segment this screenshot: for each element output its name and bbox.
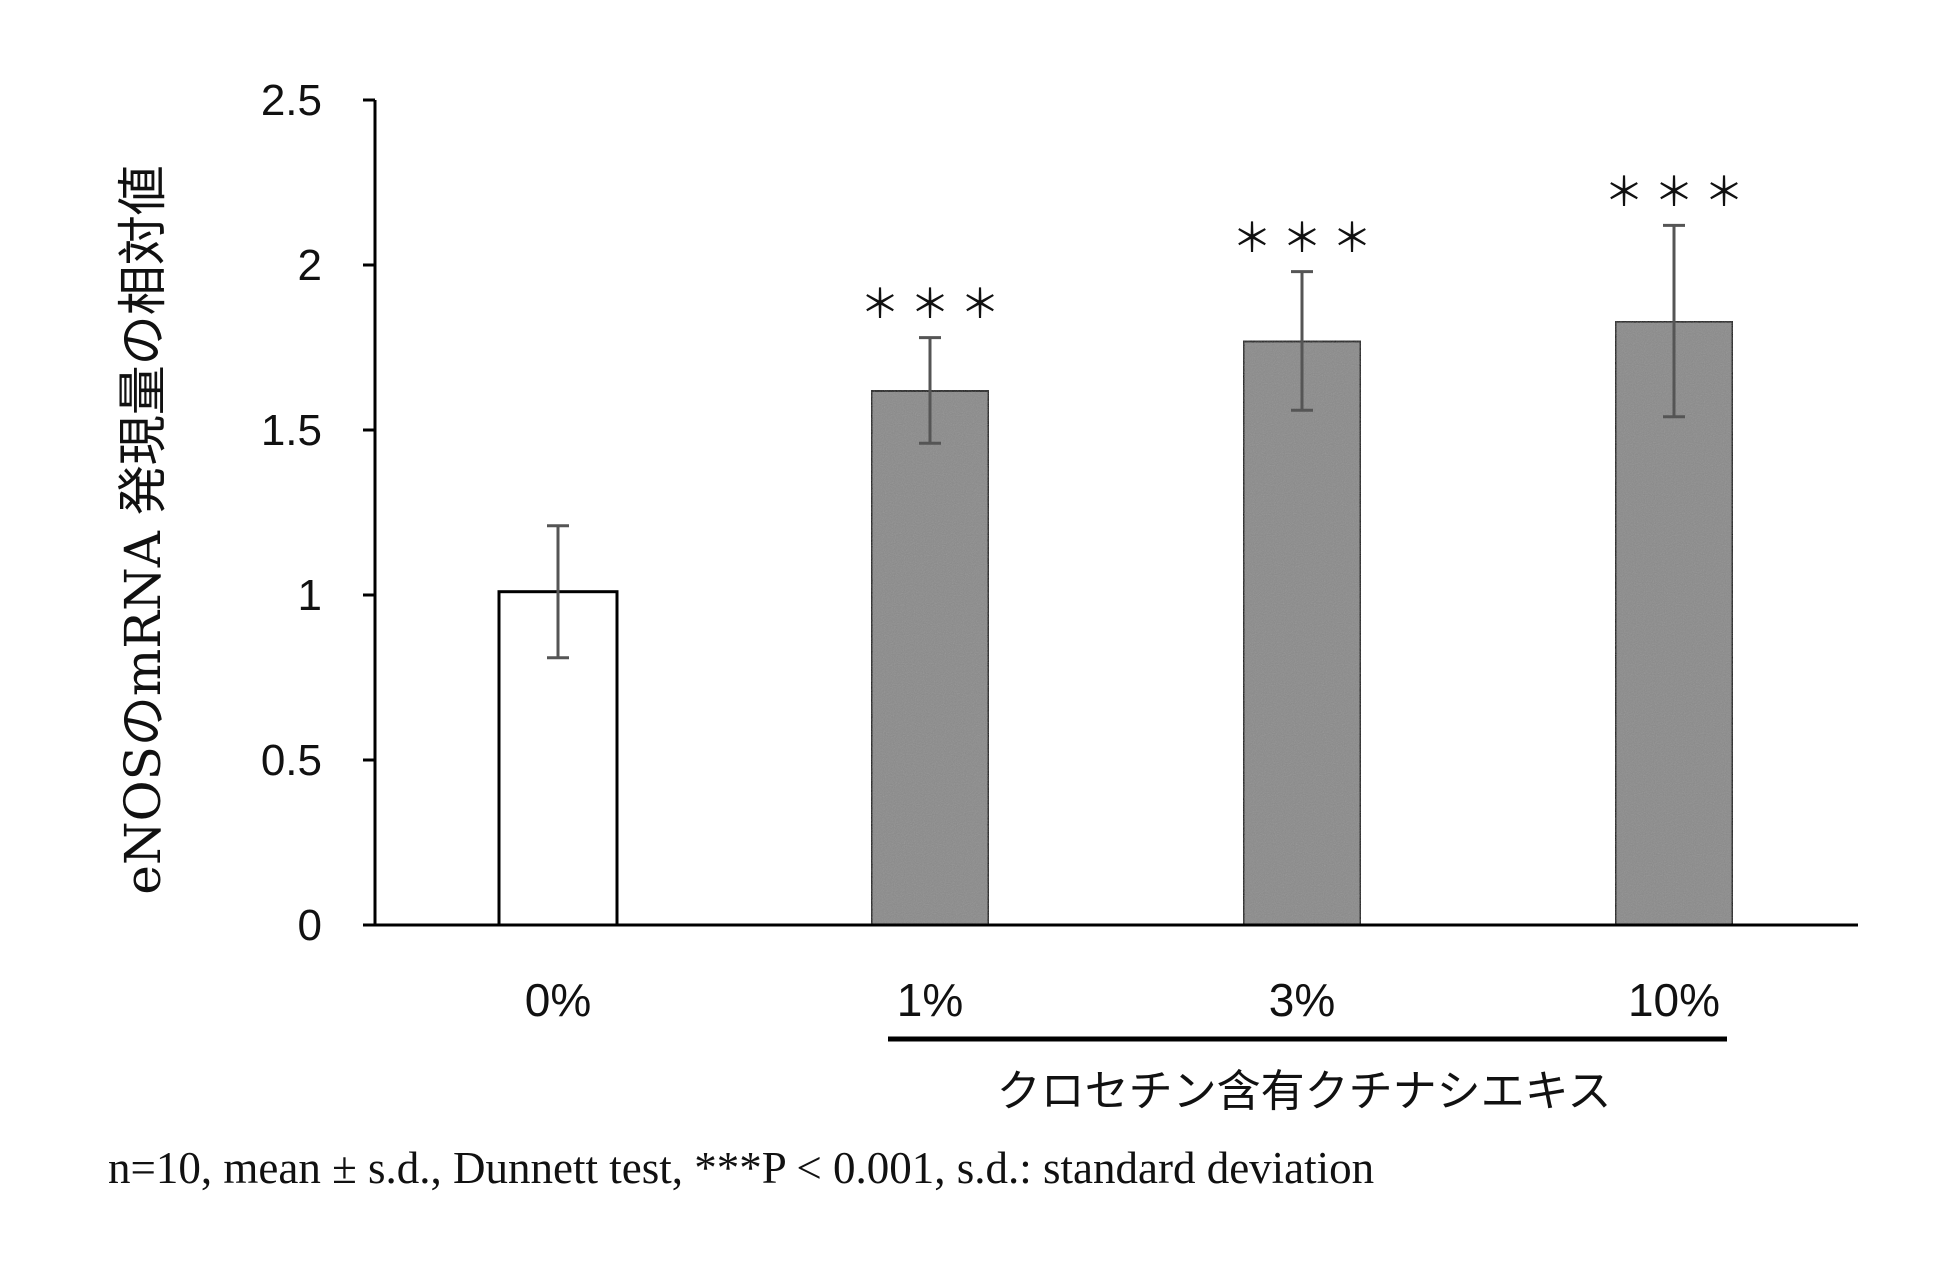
y-tick-label: 1 [298, 571, 322, 620]
footnote: n=10, mean ± s.d., Dunnett test, ***P < … [108, 1143, 1375, 1193]
y-tick-label: 2.5 [261, 76, 322, 125]
x-category-label: 0% [525, 974, 591, 1026]
x-category-label: 3% [1269, 974, 1335, 1026]
significance-mark: ＊＊＊ [860, 282, 1010, 328]
y-tick-label: 0 [298, 901, 322, 950]
bar [1613, 319, 1735, 927]
y-tick-label: 0.5 [261, 736, 322, 785]
group-label: クロセチン含有クチナシエキス [997, 1066, 1612, 1117]
y-axis-ticks: 0 0.5 1 1.5 2 2.5 [261, 76, 375, 950]
x-axis-labels: 0% 1% 3% 10% [525, 974, 1720, 1026]
bars: ＊＊＊ ＊＊＊ ＊＊＊ [497, 169, 1754, 927]
x-category-label: 1% [897, 974, 963, 1026]
significance-mark: ＊＊＊ [1604, 169, 1754, 215]
y-tick-label: 2 [298, 241, 322, 290]
x-category-label: 10% [1628, 974, 1720, 1026]
bar [1241, 339, 1363, 927]
bar [869, 388, 991, 927]
significance-mark: ＊＊＊ [1232, 216, 1382, 262]
y-axis-title: eNOSのmRNA 発現量の相対値 [114, 165, 172, 894]
y-tick-label: 1.5 [261, 406, 322, 455]
